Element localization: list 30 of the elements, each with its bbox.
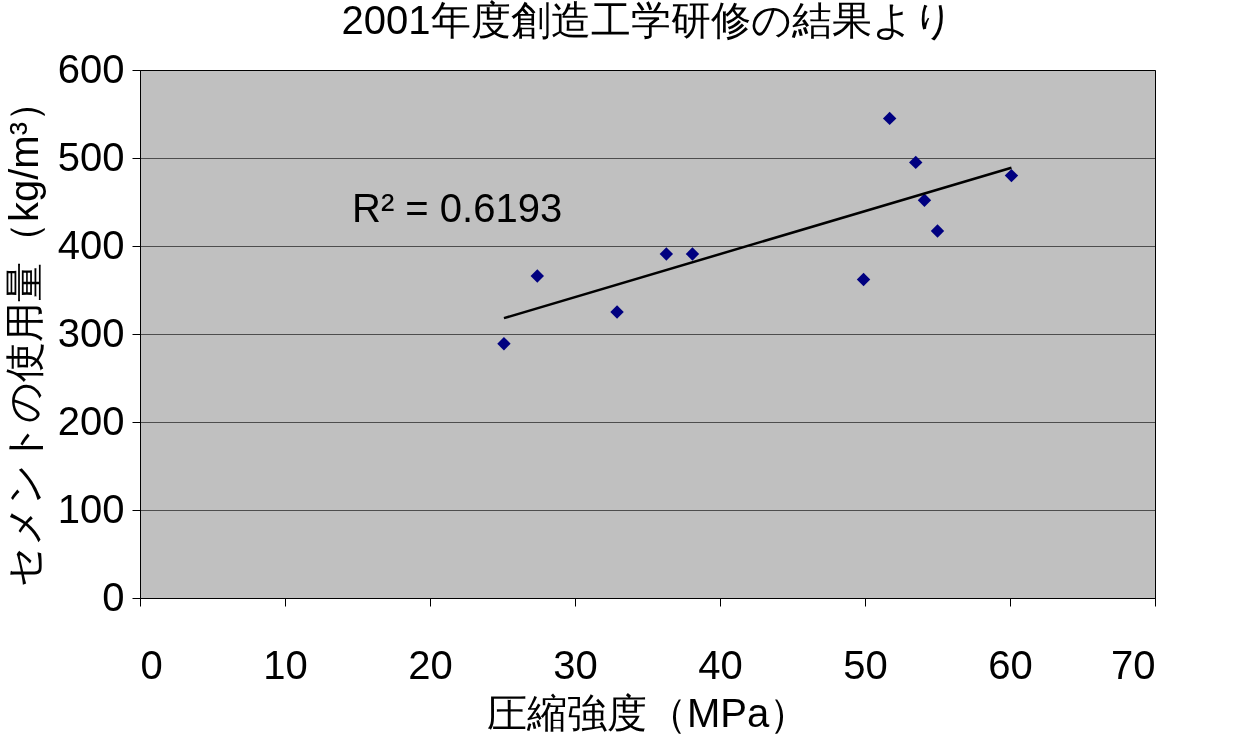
point [930, 224, 945, 238]
x-axis-title: 圧縮強度（MPa） [486, 690, 810, 735]
x-tick-label: 70 [1111, 642, 1156, 687]
x-tick-label: 30 [553, 642, 598, 687]
x-tick-label: 0 [140, 642, 163, 687]
point [1004, 168, 1019, 183]
y-tick-label: 300 [57, 310, 125, 355]
point [659, 247, 674, 261]
point [856, 272, 871, 287]
y-tick-label: 600 [57, 46, 125, 91]
y-tick-label: 500 [57, 134, 125, 179]
point [497, 336, 511, 351]
x-tick-label: 40 [698, 642, 743, 687]
y-axis-title: セメントの使用量（kg/m³） [1, 82, 46, 587]
y-tick-label: 100 [57, 486, 125, 531]
point [685, 247, 700, 261]
chart-title: 2001年度創造工学研修の結果より [341, 0, 954, 42]
point [909, 155, 923, 170]
point [917, 193, 932, 207]
x-tick-label: 60 [988, 642, 1033, 687]
y-tick-label: 200 [57, 398, 125, 443]
point [530, 269, 545, 283]
y-tick-label: 400 [57, 222, 125, 267]
annotation: R² = 0.6193 [352, 186, 563, 230]
x-tick-label: 50 [843, 642, 888, 687]
point [610, 305, 624, 319]
point [882, 111, 897, 126]
x-tick-label: 10 [263, 642, 308, 687]
y-tick-label: 0 [102, 574, 125, 619]
x-tick-label: 20 [408, 642, 453, 687]
